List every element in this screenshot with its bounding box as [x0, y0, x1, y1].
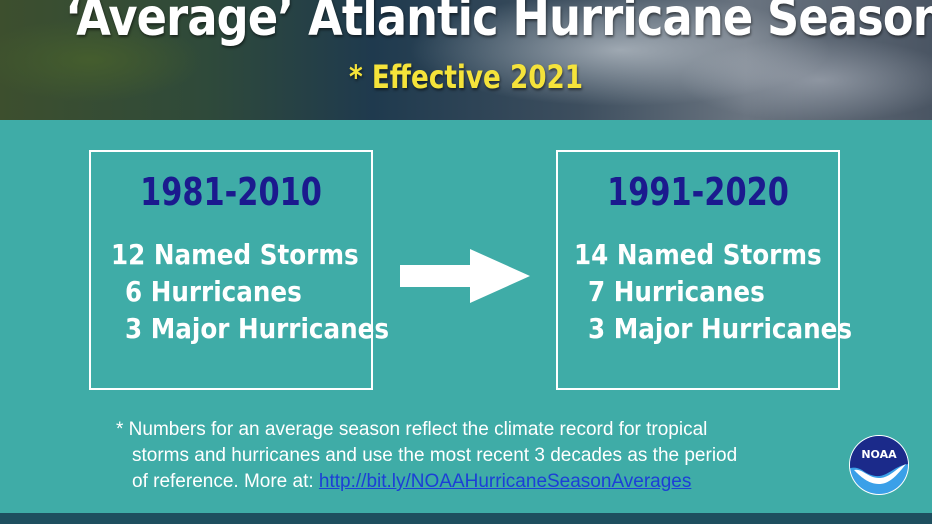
major-hurricanes-stat: 3 Major Hurricanes — [125, 312, 389, 345]
noaa-averages-link[interactable]: http://bit.ly/NOAAHurricaneSeasonAverage… — [319, 471, 691, 492]
period-heading: 1981-2010 — [119, 170, 343, 214]
hurricanes-stat: 6 Hurricanes — [125, 275, 302, 308]
noaa-logo-text: NOAA — [861, 448, 897, 461]
bottom-bar — [0, 513, 932, 524]
footnote-line-3: of reference. More at: http://bit.ly/NOA… — [116, 469, 816, 495]
named-storms-stat: 12 Named Storms — [111, 238, 359, 271]
major-hurricanes-stat: 3 Major Hurricanes — [588, 312, 852, 345]
page-subtitle: * Effective 2021 — [84, 58, 848, 96]
period-box-1991-2020: 1991-2020 14 Named Storms 7 Hurricanes 3… — [556, 150, 840, 390]
footnote: * Numbers for an average season reflect … — [116, 417, 816, 495]
page-title: ‘Average’ Atlantic Hurricane Season — [65, 0, 867, 48]
noaa-logo-icon: NOAA — [848, 434, 910, 496]
footnote-line-2: storms and hurricanes and use the most r… — [116, 443, 816, 469]
named-storms-stat: 14 Named Storms — [574, 238, 822, 271]
hurricanes-stat: 7 Hurricanes — [588, 275, 765, 308]
right-arrow-icon — [398, 247, 532, 305]
footnote-line-3-prefix: of reference. More at: — [132, 471, 319, 492]
period-box-1981-2010: 1981-2010 12 Named Storms 6 Hurricanes 3… — [89, 150, 373, 390]
footnote-line-1: * Numbers for an average season reflect … — [116, 417, 816, 443]
period-heading: 1991-2020 — [586, 170, 810, 214]
satellite-banner: ‘Average’ Atlantic Hurricane Season * Ef… — [0, 0, 932, 120]
